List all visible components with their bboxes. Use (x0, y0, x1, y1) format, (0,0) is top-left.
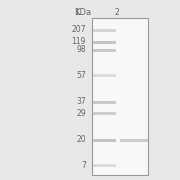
Text: 119: 119 (72, 37, 86, 46)
Bar (93, 100, 116, 104)
Bar (93, 40, 116, 44)
Bar (93, 138, 116, 141)
Text: 2: 2 (115, 8, 119, 17)
Text: 207: 207 (71, 26, 86, 35)
Text: 57: 57 (76, 71, 86, 80)
Bar (93, 73, 116, 76)
Text: 29: 29 (76, 109, 86, 118)
Bar (120, 138, 148, 141)
Bar (93, 111, 116, 114)
Bar (93, 28, 116, 32)
Text: KDa: KDa (75, 8, 92, 17)
Bar (93, 48, 116, 51)
Text: 20: 20 (76, 136, 86, 145)
Bar (93, 163, 116, 166)
Text: 98: 98 (76, 46, 86, 55)
Text: 37: 37 (76, 98, 86, 107)
Text: 7: 7 (81, 161, 86, 170)
Bar (92, 18, 148, 175)
Text: 1: 1 (74, 8, 79, 17)
